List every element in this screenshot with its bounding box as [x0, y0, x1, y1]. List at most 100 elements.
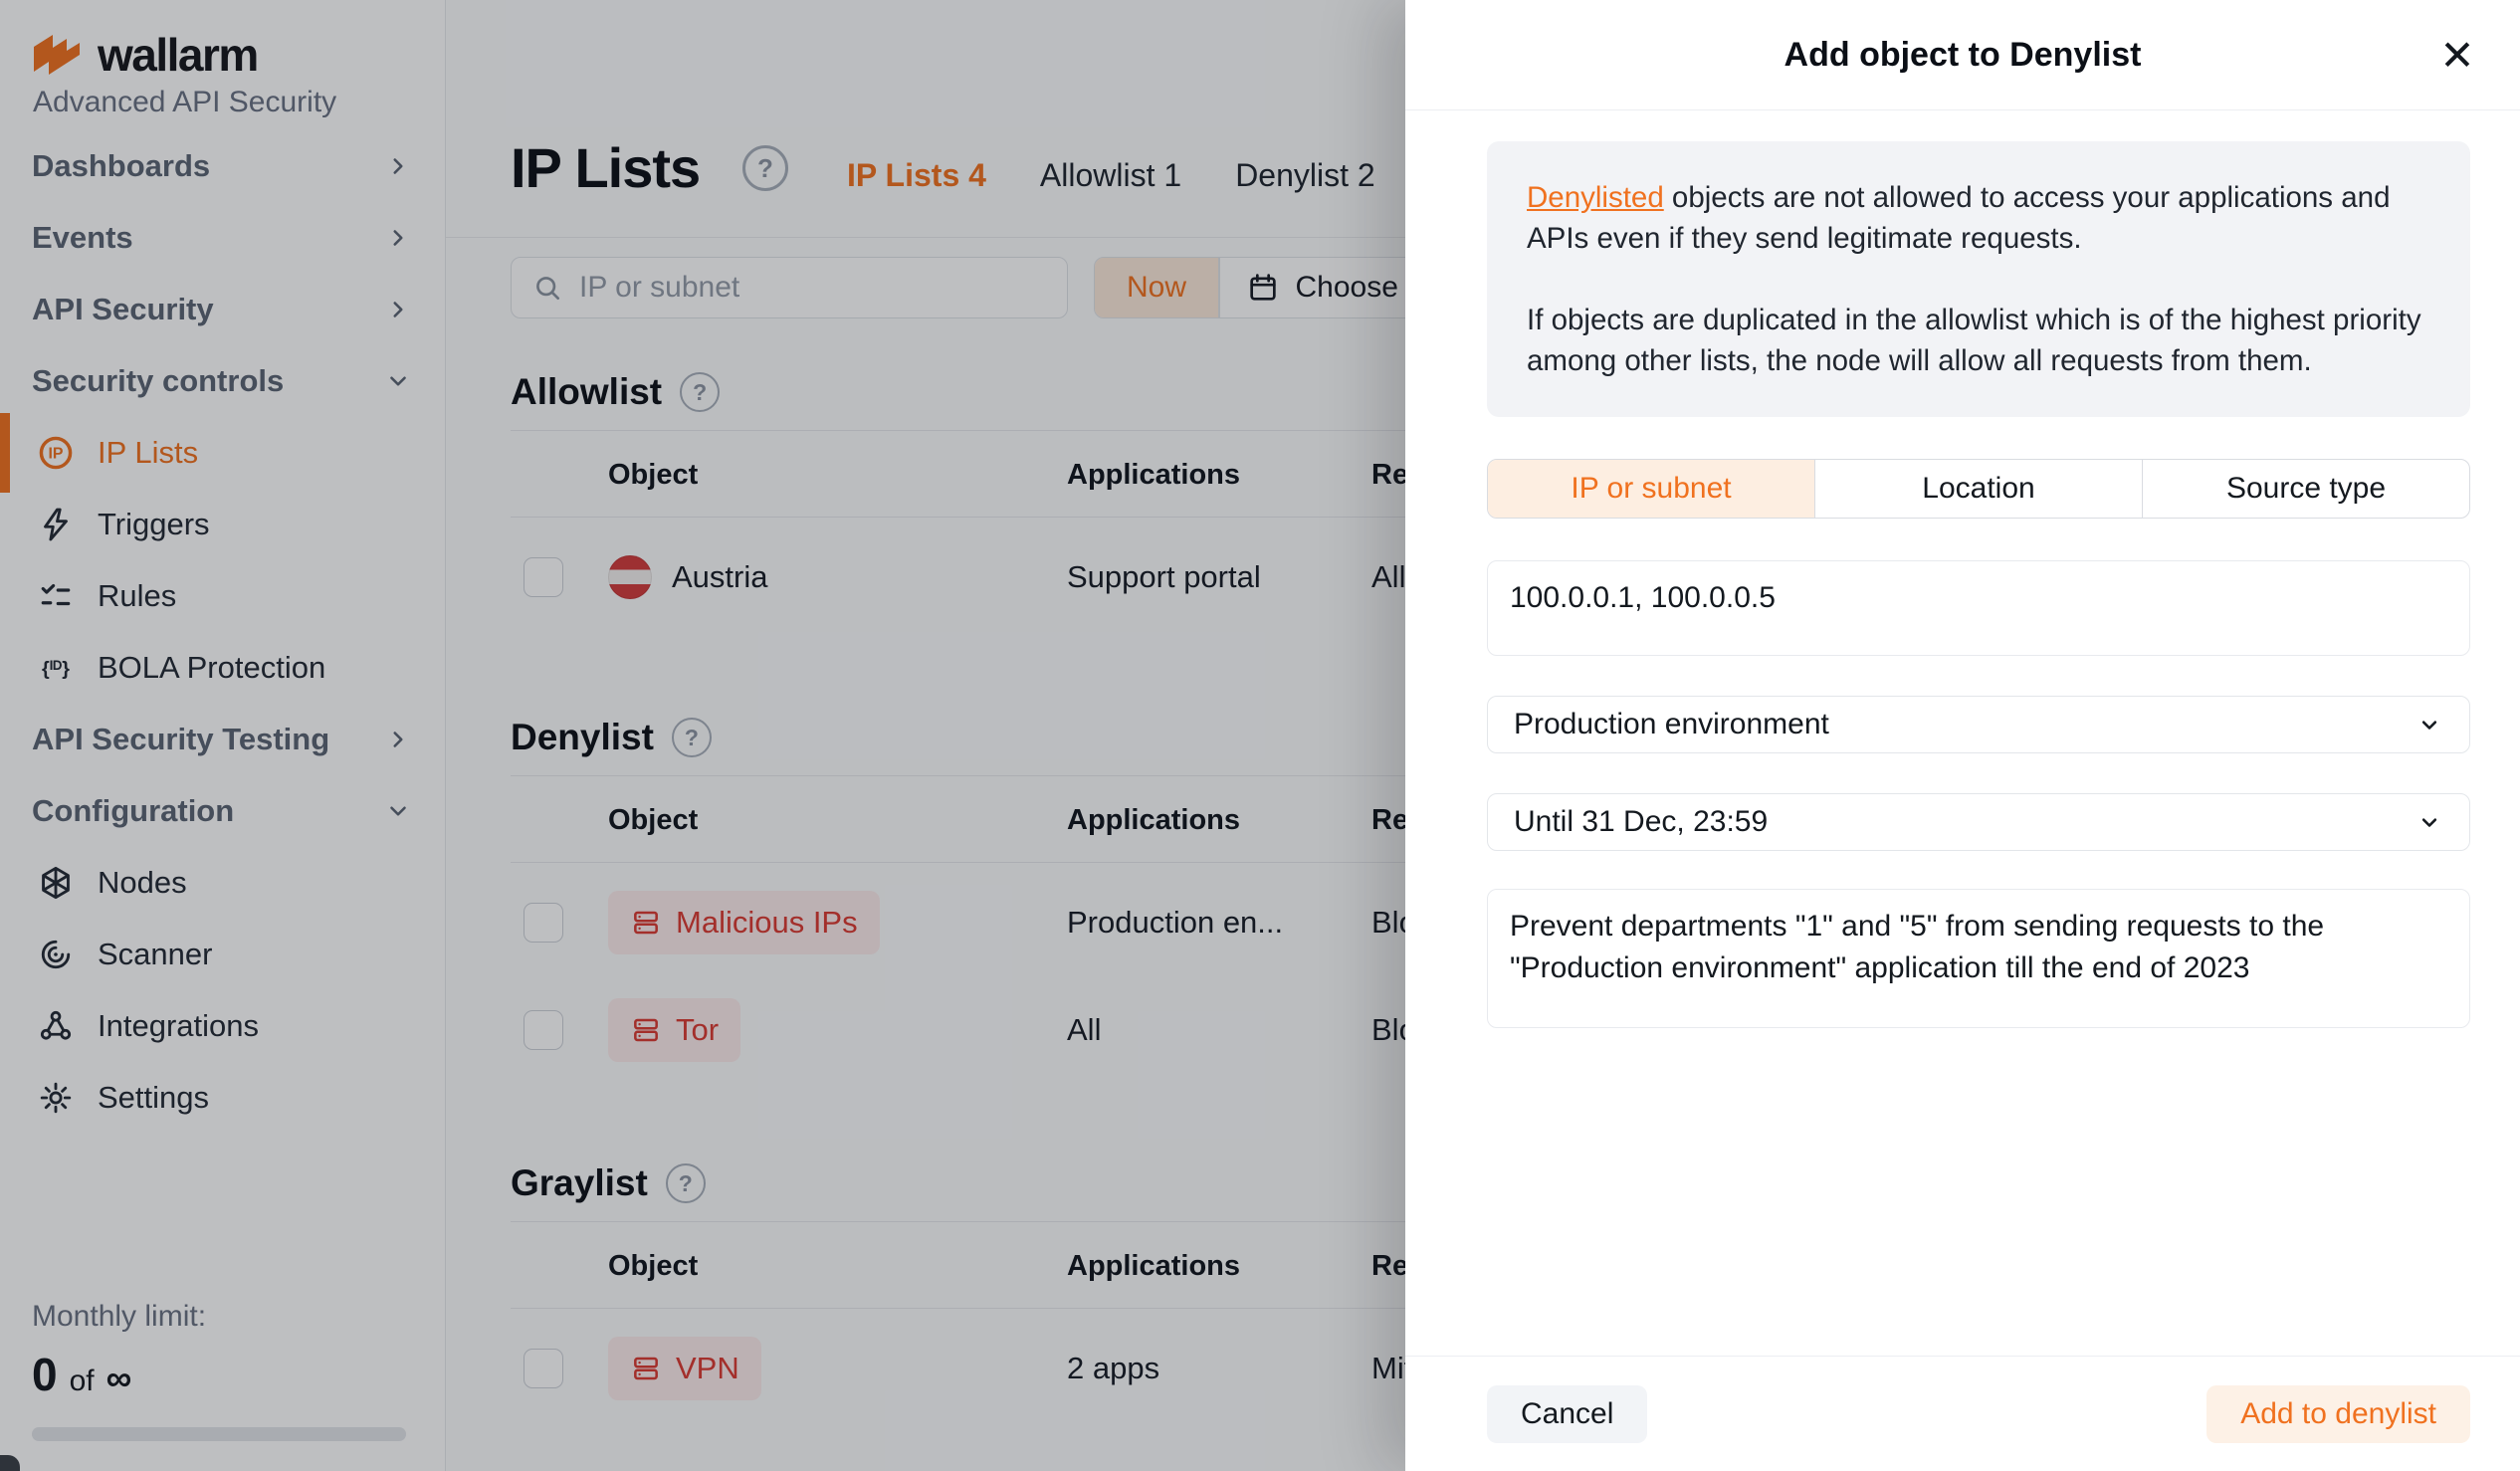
- denylist-info-box: Denylisted objects are not allowed to ac…: [1487, 141, 2470, 417]
- applications-cell: Production en...: [1067, 905, 1284, 940]
- chevron-right-icon: [385, 297, 411, 322]
- integrations-share-icon: [36, 1006, 76, 1046]
- modal-header: Add object to Denylist ✕: [1405, 0, 2520, 110]
- sidebar-item-ip-lists[interactable]: IP IP Lists: [0, 413, 445, 493]
- brand[interactable]: wallarm: [32, 28, 259, 82]
- tab-allowlist[interactable]: Allowlist 1: [1039, 157, 1182, 193]
- application-select[interactable]: Production environment: [1487, 696, 2470, 753]
- ip-lists-icon: IP: [36, 433, 76, 473]
- sidebar-item-configuration[interactable]: Configuration: [0, 775, 445, 847]
- checklist-icon: [36, 576, 76, 616]
- modal-body: Denylisted objects are not allowed to ac…: [1405, 141, 2520, 1028]
- add-to-denylist-modal: Add object to Denylist ✕ Denylisted obje…: [1405, 0, 2520, 1471]
- usage-progress-bar: [32, 1427, 406, 1441]
- chevron-down-icon: [385, 798, 411, 824]
- sidebar-item-security-controls[interactable]: Security controls: [0, 345, 445, 417]
- object-pill[interactable]: VPN: [608, 1337, 761, 1400]
- scanner-spiral-icon: [36, 935, 76, 974]
- cancel-button[interactable]: Cancel: [1487, 1384, 1648, 1443]
- monthly-limit-label: Monthly limit:: [32, 1300, 207, 1333]
- object-pill[interactable]: Malicious IPs: [608, 891, 880, 954]
- row-checkbox[interactable]: [524, 903, 563, 943]
- chevron-down-icon: [2415, 711, 2443, 738]
- ip-or-subnet-input[interactable]: 100.0.0.1, 100.0.0.5: [1487, 560, 2470, 656]
- svg-text:{ᴵᴰ}: {ᴵᴰ}: [42, 658, 70, 680]
- modal-title: Add object to Denylist: [1784, 36, 2142, 74]
- monthly-limit: Monthly limit: 0 of ∞: [32, 1300, 414, 1441]
- sidebar-item-api-security[interactable]: API Security: [0, 274, 445, 345]
- info-paragraph-2: If objects are duplicated in the allowli…: [1527, 304, 2421, 377]
- object-pill[interactable]: Tor: [608, 998, 741, 1062]
- brand-subtitle: Advanced API Security: [33, 86, 337, 118]
- denylist-title: Denylist: [511, 717, 654, 757]
- help-icon[interactable]: ?: [665, 1163, 706, 1203]
- add-to-denylist-button[interactable]: Add to denylist: [2206, 1384, 2470, 1443]
- search-icon: [531, 272, 563, 304]
- denylisted-link[interactable]: Denylisted: [1527, 181, 1664, 214]
- allowlist-title: Allowlist: [511, 371, 663, 412]
- chevron-down-icon: [2415, 808, 2443, 836]
- wallarm-logo-icon: [32, 34, 82, 76]
- tab-ip-lists[interactable]: IP Lists 4: [847, 157, 986, 193]
- source-list-icon: [630, 1353, 662, 1384]
- sidebar: wallarm Advanced API Security Dashboards…: [0, 0, 446, 1471]
- help-icon[interactable]: ?: [671, 718, 712, 757]
- until-select-value: Until 31 Dec, 23:59: [1514, 805, 1769, 838]
- monthly-limit-value: 0 of ∞: [32, 1349, 132, 1400]
- calendar-icon: [1246, 271, 1280, 305]
- row-checkbox[interactable]: [524, 1010, 563, 1050]
- chevron-right-icon: [385, 153, 411, 179]
- sidebar-nav: Dashboards Events API Security Security …: [0, 130, 445, 1134]
- sidebar-item-integrations[interactable]: Integrations: [0, 990, 445, 1062]
- divider: [1218, 258, 1220, 317]
- toolbar: Now Choose da: [511, 257, 1691, 318]
- applications-cell: Support portal: [1067, 559, 1261, 594]
- now-button[interactable]: Now: [1095, 258, 1219, 317]
- brand-name: wallarm: [98, 29, 259, 81]
- row-checkbox[interactable]: [524, 557, 563, 597]
- tab-location[interactable]: Location: [1814, 460, 2142, 518]
- time-range-control: Now Choose da: [1094, 257, 1691, 318]
- tab-denylist[interactable]: Denylist 2: [1235, 157, 1375, 193]
- sidebar-item-triggers[interactable]: Triggers: [0, 489, 445, 560]
- close-icon[interactable]: ✕: [2439, 32, 2475, 79]
- applications-cell: 2 apps: [1067, 1351, 1160, 1385]
- sidebar-item-scanner[interactable]: Scanner: [0, 919, 445, 990]
- sidebar-item-events[interactable]: Events: [0, 202, 445, 274]
- object-name[interactable]: Austria: [672, 559, 768, 594]
- search-box: [511, 257, 1068, 318]
- lightning-icon: [36, 505, 76, 544]
- help-icon[interactable]: ?: [742, 145, 788, 191]
- table-row: Tor All Bloc: [511, 982, 2520, 1078]
- sidebar-item-api-security-testing[interactable]: API Security Testing: [0, 704, 445, 775]
- sidebar-item-nodes[interactable]: Nodes: [0, 847, 445, 919]
- chevron-right-icon: [385, 225, 411, 251]
- austria-flag-icon: [608, 555, 652, 599]
- object-type-tabs: IP or subnet Location Source type: [1487, 459, 2470, 519]
- nodes-hexagon-icon: [36, 863, 76, 903]
- source-list-icon: [630, 907, 662, 939]
- sidebar-item-bola-protection[interactable]: {ᴵᴰ} BOLA Protection: [0, 632, 445, 704]
- search-input[interactable]: [579, 271, 1047, 305]
- chevron-right-icon: [385, 727, 411, 752]
- application-select-value: Production environment: [1514, 708, 1829, 740]
- sidebar-item-rules[interactable]: Rules: [0, 560, 445, 632]
- tab-source-type[interactable]: Source type: [2142, 460, 2469, 518]
- chevron-down-icon: [385, 368, 411, 394]
- graylist-title: Graylist: [511, 1162, 648, 1203]
- sidebar-item-settings[interactable]: Settings: [0, 1062, 445, 1134]
- applications-cell: All: [1067, 1012, 1102, 1047]
- until-select[interactable]: Until 31 Dec, 23:59: [1487, 793, 2470, 851]
- modal-footer: Cancel Add to denylist: [1405, 1356, 2520, 1471]
- svg-text:IP: IP: [49, 446, 64, 463]
- bola-id-icon: {ᴵᴰ}: [36, 648, 76, 688]
- chat-widget-sliver: [0, 1455, 20, 1471]
- page-title: IP Lists: [511, 136, 701, 199]
- reason-input[interactable]: Prevent departments "1" and "5" from sen…: [1487, 889, 2470, 1028]
- info-paragraph-1: Denylisted objects are not allowed to ac…: [1527, 181, 2391, 255]
- help-icon[interactable]: ?: [680, 372, 721, 412]
- sidebar-item-dashboards[interactable]: Dashboards: [0, 130, 445, 202]
- row-checkbox[interactable]: [524, 1349, 563, 1388]
- tab-ip-or-subnet[interactable]: IP or subnet: [1488, 460, 1814, 518]
